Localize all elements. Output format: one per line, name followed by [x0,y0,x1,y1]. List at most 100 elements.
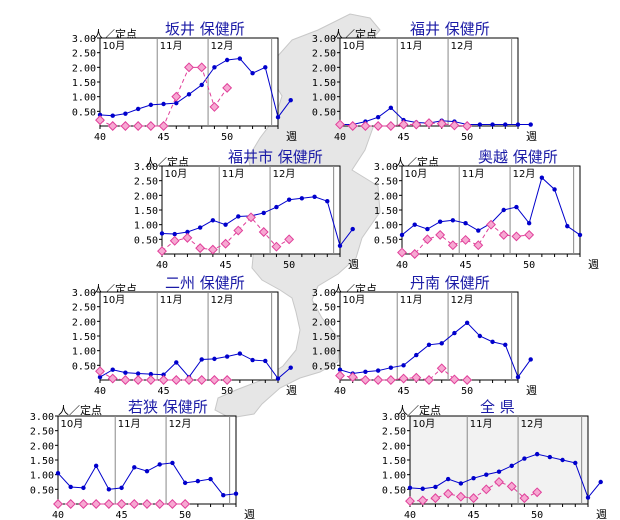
x-tick-label: 40 [156,260,168,271]
data-point-current [484,472,489,477]
data-point-current [110,113,115,118]
x-tick-label: 50 [283,260,295,271]
data-point-current [425,226,430,232]
data-point-current [503,122,508,127]
data-point-previous [95,366,105,377]
data-point-previous [473,240,484,251]
data-point-previous [196,62,207,73]
month-label: 11月 [160,40,183,52]
series-line-current [99,353,292,380]
y-tick-label: 2.00 [312,63,336,74]
x-tick-label: 40 [94,132,106,143]
x-tick-label: 40 [404,510,416,520]
y-tick-label: 1.00 [312,347,336,358]
data-point-current [407,485,413,491]
data-point-previous [397,247,407,258]
data-point-previous [158,121,169,131]
data-point-current [123,370,128,375]
data-point-previous [424,118,434,129]
data-point-current [182,480,188,486]
data-point-current [490,122,495,127]
data-point-previous [209,101,220,112]
data-point-previous [233,225,244,236]
x-tick-label: 40 [94,386,106,397]
data-point-current [463,221,468,226]
data-point-current [250,71,255,76]
month-label: 11月 [400,40,423,52]
series-line-current [161,196,354,247]
y-tick-label: 1.00 [374,221,398,232]
y-tick-label: 3.00 [72,34,96,45]
month-label: 12月 [451,294,474,306]
y-tick-label: 3.00 [134,162,158,173]
month-label: 10月 [103,40,126,52]
data-point-previous [494,477,504,487]
data-point-previous [65,499,76,509]
data-point-current [337,243,343,248]
data-point-previous [246,212,256,223]
data-point-current [445,476,451,482]
data-point-current [148,371,154,377]
data-point-current [509,463,514,469]
data-point-current [237,56,243,61]
data-point-current [237,351,243,356]
data-point-previous [209,375,220,385]
data-point-current [148,102,154,108]
data-point-current [250,357,255,363]
data-point-current [547,454,553,460]
x-tick-label: 50 [179,510,191,520]
data-point-previous [436,363,447,374]
data-point-current [573,460,578,466]
y-tick-label: 1.00 [30,471,54,482]
data-point-current [199,357,204,362]
month-label: 12月 [521,418,544,430]
y-tick-label: 2.50 [134,177,158,188]
data-point-previous [443,488,454,499]
chart-title: 奥越 保健所 [478,148,558,166]
x-tick-label: 50 [461,132,473,143]
data-point-previous [157,246,167,257]
month-label: 10月 [405,168,428,180]
data-point-previous [347,372,358,383]
month-label: 12月 [513,168,536,180]
data-point-current [221,493,226,498]
data-point-previous [335,119,345,130]
y-tick-label: 1.50 [30,456,54,467]
y-tick-label: 1.50 [312,332,336,343]
data-point-current [174,100,179,106]
data-point-current [539,175,545,180]
data-point-previous [335,370,345,381]
data-point-previous [519,493,530,504]
plot-area [99,37,279,127]
x-tick-label: 50 [221,132,233,143]
month-label: 10月 [61,418,84,430]
x-tick-label: 45 [116,510,128,520]
y-tick-label: 2.50 [374,177,398,188]
data-point-previous [498,229,509,240]
data-point-previous [145,121,156,131]
x-tick-label: 40 [334,386,346,397]
series-line-current [409,453,602,499]
y-tick-label: 1.00 [312,93,336,104]
data-point-current [337,367,343,372]
data-point-previous [424,375,434,385]
plot-area [339,291,519,381]
data-point-current [526,221,532,226]
data-point-previous [347,121,358,131]
y-tick-label: 2.50 [312,303,336,314]
data-point-current [123,111,128,116]
data-point-previous [462,121,473,131]
y-tick-label: 3.00 [382,412,406,423]
data-point-previous [462,375,473,385]
data-point-current [388,365,394,370]
month-label: 11月 [462,168,485,180]
data-point-previous [142,499,152,509]
data-point-current [501,207,506,213]
y-tick-label: 1.00 [382,471,406,482]
data-point-current [414,352,419,358]
data-point-previous [78,499,89,509]
data-point-current [577,232,583,238]
